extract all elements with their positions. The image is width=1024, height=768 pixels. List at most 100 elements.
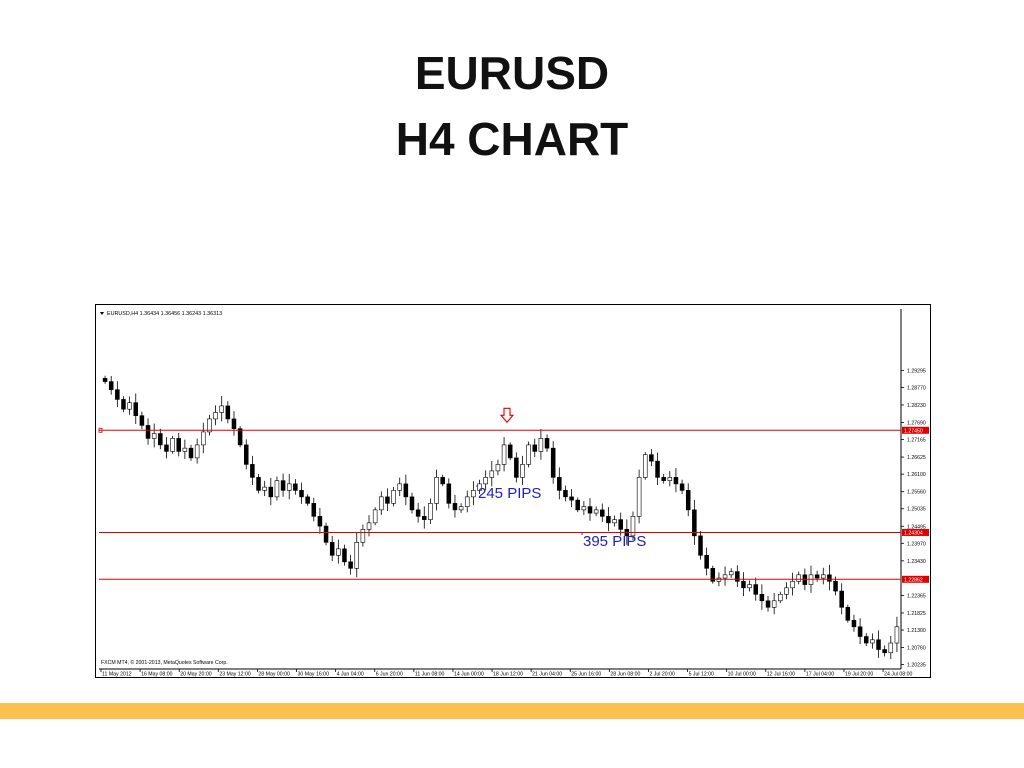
candle-body [593,509,599,514]
x-tick-label: 2 Jul 20:00 [649,672,674,678]
candle-body [293,483,298,491]
candle-body [544,438,550,449]
x-tick-label: 30 May 16:00 [298,672,330,678]
candle-body [415,509,421,517]
candle-body [262,486,267,491]
candle-body [213,412,218,420]
y-tick-label: 1.25560 [907,490,926,496]
y-tick-label: 1.22365 [907,593,926,599]
y-tick-label: 1.28230 [907,403,926,409]
slide-title-line2: H4 CHART [395,113,629,165]
y-tick-label: 1.23430 [907,559,926,565]
price-label: 1.22862 [904,577,923,583]
candle-body [458,506,464,511]
candle-body [655,460,660,478]
chart-footer: FXCM MT4, © 2001-2013, MetaQuotes Softwa… [101,659,228,666]
candle-body [201,431,206,446]
symbol-dropdown-icon [100,312,104,315]
y-tick-label: 1.20235 [907,663,926,669]
candle-body [863,636,869,644]
candle-body [581,506,587,511]
candle-body [489,470,495,478]
line-anchor-marker [98,427,103,433]
candle-body [882,649,887,654]
candle-body [514,457,519,478]
y-tick-label: 1.27165 [907,438,926,444]
candle-body [692,509,697,537]
candle-body [661,477,666,481]
candle-body [526,444,531,465]
candle-body [182,447,188,452]
candle-body [876,639,881,650]
price-label-bg [902,426,929,434]
candle-body [274,480,280,498]
y-tick-label: 1.26625 [907,455,926,461]
candle-body [108,381,114,390]
candle-body [894,626,900,644]
candle-body [139,415,145,426]
candle-body [311,503,317,517]
x-tick-label: 23 May 12:00 [219,672,251,678]
candle-body [741,581,746,589]
candle-body [557,477,562,491]
candle-body [391,490,396,504]
y-tick-label: 1.26100 [907,472,926,478]
y-tick-label: 1.28770 [907,385,926,391]
candle-body [685,490,691,511]
candle-body [354,542,360,569]
candle-body [728,571,734,576]
annotation-dot [476,485,478,487]
candle-body [207,418,212,433]
y-tick-label: 1.27690 [907,420,926,426]
y-tick-label: 1.20760 [907,646,926,652]
candle-body [857,626,863,637]
candle-body [133,402,139,416]
x-tick-label: 12 Jul 16:00 [767,672,795,678]
candle-body [673,477,679,485]
x-tick-label: 6 Jun 20:00 [376,672,403,678]
y-tick-label: 1.23970 [907,541,926,547]
chart-frame: 1.29295 1.28770 1.28230 1.27690 1.27165 1.266… [95,304,931,678]
x-tick-label: 25 Jun 16:00 [571,672,601,678]
x-tick-label: 28 Jun 08:00 [610,672,640,678]
candle-body [471,490,476,498]
candle-body [747,584,752,589]
candle-body [440,477,445,485]
x-tick-label: 10 Jul 00:00 [728,672,756,678]
candle-body [164,444,169,452]
candle-body [434,477,439,504]
candle-body [127,402,132,410]
candle-body [827,574,832,582]
candle-body [698,535,703,556]
candle-body [194,444,200,459]
candle-body [446,483,452,504]
candle-body [630,516,636,537]
candle-body [839,590,844,608]
symbol-header: EURUSD,H4 1.36434 1.36456 1.36243 1.3631… [107,311,222,317]
candle-body [305,496,310,504]
pips-annotation: 245 PIPS [478,485,541,502]
candle-body [256,477,261,491]
candle-body [495,464,501,472]
x-tick-label: 21 Jun 04:00 [532,672,562,678]
price-label: 1.24304 [904,530,923,536]
x-tick-label: 28 May 00:00 [258,672,290,678]
x-tick-label: 24 Jul 08:00 [884,672,912,678]
x-tick-label: 11 May 2012 [102,672,132,678]
candle-body [649,454,654,462]
candle-body [102,378,108,382]
candle-body [483,477,488,485]
candle-body [409,496,415,511]
y-tick-label: 1.21300 [907,628,926,634]
candle-body [501,444,507,465]
candle-body [397,483,402,491]
pips-annotation: 395 PIPS [583,533,646,550]
slide-title-line1: EURUSD [414,47,610,99]
candle-body [784,587,789,595]
candle-body [563,490,568,498]
x-tick-label: 11 Jun 08:00 [415,672,445,678]
x-tick-label: 18 Jun 12:00 [493,672,523,678]
candle-body [243,444,249,465]
x-tick-label: 14 Jun 00:00 [454,672,484,678]
candle-body [317,516,323,527]
